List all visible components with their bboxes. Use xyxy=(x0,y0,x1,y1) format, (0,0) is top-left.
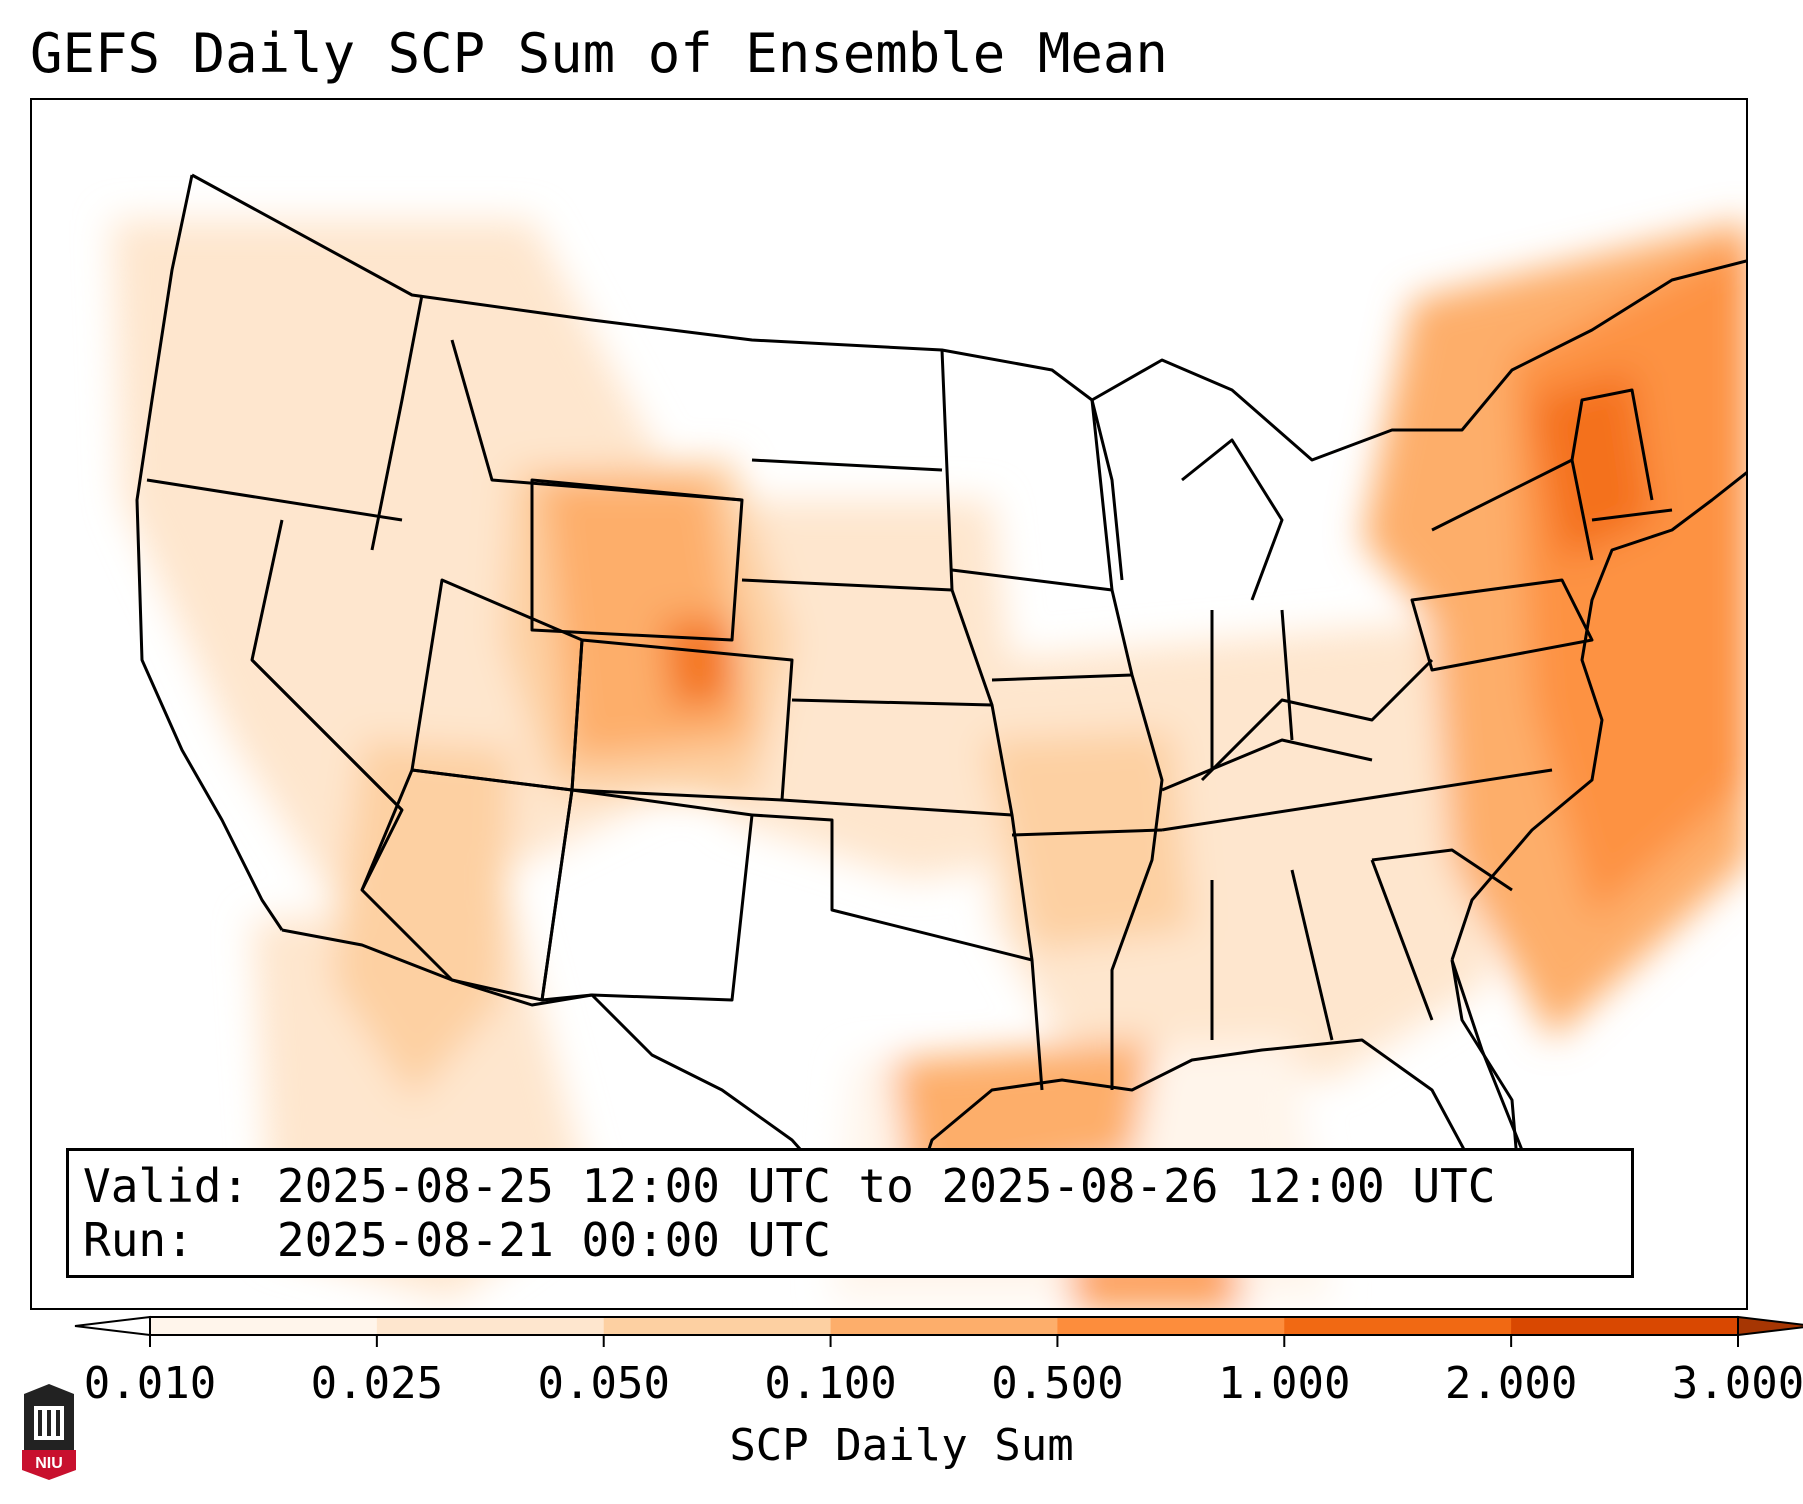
colorbar-tick-label: 0.025 xyxy=(310,1358,444,1409)
colorbar xyxy=(0,1305,1803,1500)
colorbar-tick-label: 1.000 xyxy=(1218,1358,1351,1409)
run-value: 2025-08-21 00:00 UTC xyxy=(276,1213,831,1267)
boundary-lines xyxy=(135,173,1746,1232)
colorbar-ticks xyxy=(149,1335,1739,1347)
map-title: GEFS Daily SCP Sum of Ensemble Mean xyxy=(30,22,1168,85)
in-oh-lines xyxy=(1210,609,1294,770)
pacific-coast xyxy=(135,174,284,931)
gulf-coast xyxy=(900,959,1524,1231)
shade-medium-southwest xyxy=(332,740,512,1100)
colorbar-segment xyxy=(376,1317,605,1335)
colorbar-segment xyxy=(603,1317,832,1335)
id-line xyxy=(370,294,424,551)
colorbar-segment xyxy=(1511,1317,1739,1335)
ia-mo-line xyxy=(991,673,1133,682)
colorbar-under-triangle xyxy=(74,1315,151,1337)
ks-ok-line xyxy=(781,798,1013,817)
plains-east-line xyxy=(940,349,1044,1091)
scp-shading-layer xyxy=(112,220,1746,1308)
ok-tx-line xyxy=(751,813,1033,962)
nd-sd-line xyxy=(751,458,943,472)
valid-value: 2025-08-25 12:00 UTC to 2025-08-26 12:00… xyxy=(276,1159,1496,1213)
colorbar-segment xyxy=(1284,1317,1512,1335)
tn-line xyxy=(1161,768,1553,832)
colorbar-tick-label: 0.010 xyxy=(83,1358,217,1409)
colorbar-tick-label: 3.000 xyxy=(1671,1358,1803,1409)
shade-strong-colorado-core xyxy=(662,620,732,710)
mn-ia-line xyxy=(951,568,1113,592)
nm-box xyxy=(540,788,754,1002)
valid-label: Valid: xyxy=(83,1159,250,1213)
colorbar-tick-label: 0.500 xyxy=(991,1358,1124,1409)
ne-ks-line xyxy=(791,698,993,707)
valid-run-box: Valid: 2025-08-25 12:00 UTC to 2025-08-2… xyxy=(66,1148,1634,1278)
map-panel xyxy=(30,98,1748,1310)
mo-ar-line xyxy=(1011,828,1163,837)
ca-nv-line xyxy=(250,658,404,891)
niu-logo: NIU xyxy=(20,1384,78,1480)
colorbar-over-triangle xyxy=(1737,1315,1803,1337)
ms-al-ga-lines xyxy=(1210,859,1434,1041)
us-canada-border xyxy=(191,173,1746,462)
ky-line xyxy=(1161,738,1373,792)
colorbar-svg xyxy=(74,1315,1803,1347)
wy-box xyxy=(530,478,744,642)
niu-logo-text: NIU xyxy=(35,1455,63,1472)
colorbar-tick-label: 2.000 xyxy=(1444,1358,1578,1409)
az-box xyxy=(360,768,574,1002)
colorbar-segments xyxy=(150,1317,1739,1335)
colorbar-segment xyxy=(150,1317,378,1335)
new-england-lines xyxy=(1570,388,1673,522)
colorbar-tick-label: 0.100 xyxy=(764,1358,897,1409)
colorbar-label: SCP Daily Sum xyxy=(729,1420,1074,1471)
atlantic-coast xyxy=(1450,471,1746,961)
shade-strong-new-england xyxy=(1532,370,1652,560)
colorbar-outline xyxy=(149,1316,1739,1336)
colorbar-tick-label: 0.050 xyxy=(537,1358,670,1409)
colorbar-segment xyxy=(830,1317,1058,1335)
sd-ne-line xyxy=(741,578,953,592)
pa-box xyxy=(1410,578,1594,672)
map-svg xyxy=(112,173,1746,1308)
run-label: Run: xyxy=(83,1213,194,1267)
sc-nc-line xyxy=(1371,848,1513,892)
niu-logo-icon: NIU xyxy=(22,1384,76,1480)
ms-river xyxy=(1090,399,1164,1090)
colorbar-segment xyxy=(1057,1317,1285,1335)
wi-mi-lines xyxy=(1090,399,1284,601)
ohio-river xyxy=(1200,658,1434,782)
wa-or-line xyxy=(146,478,403,522)
